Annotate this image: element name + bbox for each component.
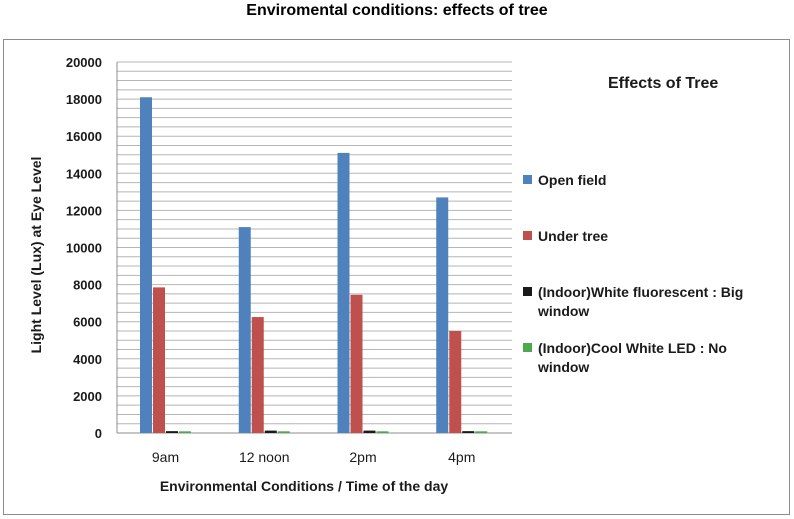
bar — [449, 330, 462, 433]
bar — [238, 227, 251, 433]
bar — [140, 97, 152, 433]
legend-title: Effects of Tree — [608, 75, 718, 92]
y-tick-label: 18000 — [66, 92, 102, 107]
legend-label: Under tree — [538, 228, 608, 244]
legend-swatch — [523, 231, 532, 240]
y-tick-label: 0 — [95, 426, 102, 441]
bar — [350, 294, 363, 433]
y-tick-label: 16000 — [66, 129, 102, 144]
x-tick-label: 4pm — [448, 449, 475, 465]
page-title: Enviromental conditions: effects of tree — [246, 2, 548, 19]
legend-swatch — [523, 343, 532, 352]
y-tick-label: 12000 — [66, 203, 102, 218]
chart-frame: 0 2000 4000 6000 8000 10000 12000 14000 16000 180… — [3, 39, 790, 515]
bar — [251, 317, 264, 433]
legend-swatch — [523, 287, 532, 296]
bar — [166, 431, 178, 433]
legend-label: (Indoor)White fluorescent : Big — [538, 284, 743, 300]
y-tick-label: 10000 — [66, 241, 102, 256]
legend-layer: Effects of Tree Open field Under tree (Indo… — [523, 75, 743, 375]
x-tick-label: 2pm — [349, 449, 376, 465]
bar — [337, 152, 350, 433]
y-tick-label: 6000 — [73, 315, 102, 330]
bar — [376, 431, 389, 433]
bar — [277, 431, 290, 433]
legend-label: window — [537, 359, 589, 375]
y-axis-title: Light Level (Lux) at Eye Level — [28, 157, 44, 354]
bar — [179, 431, 191, 433]
chart-svg: 0 2000 4000 6000 8000 10000 12000 14000 16000 180… — [28, 55, 743, 494]
bar — [264, 430, 277, 433]
labels-layer: 0 2000 4000 6000 8000 10000 12000 14000 16000 180… — [28, 55, 475, 494]
legend-swatch — [523, 175, 532, 184]
bar — [153, 287, 165, 433]
bar — [436, 197, 449, 433]
legend-label: Open field — [538, 172, 606, 188]
y-tick-label: 8000 — [73, 278, 102, 293]
x-tick-label: 9am — [152, 449, 179, 465]
y-tick-label: 2000 — [73, 389, 102, 404]
bar — [475, 431, 488, 433]
bar — [462, 431, 475, 433]
legend-label: (Indoor)Cool White LED : No — [538, 340, 727, 356]
y-tick-label: 14000 — [66, 166, 102, 181]
bar — [363, 430, 376, 433]
x-tick-label: 12 noon — [239, 449, 290, 465]
legend-label: window — [537, 303, 589, 319]
bars-layer — [140, 97, 488, 433]
y-tick-label: 4000 — [73, 352, 102, 367]
x-axis-title: Environmental Conditions / Time of the d… — [160, 478, 449, 494]
y-tick-label: 20000 — [66, 55, 102, 70]
